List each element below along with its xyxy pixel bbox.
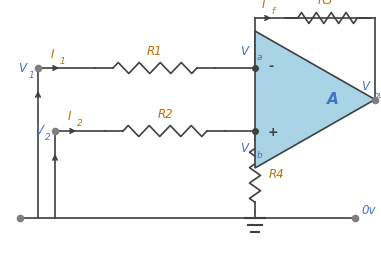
Text: 2: 2 [45,133,51,143]
Text: b: b [257,150,263,159]
Text: V: V [35,124,43,138]
Text: I: I [51,48,54,61]
Text: 1: 1 [60,57,66,66]
Text: I: I [68,111,72,123]
Text: V: V [18,61,26,75]
Text: a: a [257,54,263,63]
Polygon shape [255,31,375,168]
Text: V: V [240,141,248,155]
Text: R3: R3 [317,0,333,7]
Text: R2: R2 [157,108,173,120]
Text: 2: 2 [77,120,83,129]
Text: f: f [271,7,274,16]
Text: +: + [268,126,279,140]
Text: out: out [374,91,381,100]
Text: 0v: 0v [361,203,376,216]
Text: 1: 1 [28,70,34,79]
Text: -: - [268,60,273,73]
Text: R4: R4 [269,168,285,181]
Text: R1: R1 [147,44,163,58]
Text: V: V [361,80,369,93]
Text: I: I [262,0,266,10]
Text: V: V [240,44,248,58]
Text: A: A [327,92,339,107]
